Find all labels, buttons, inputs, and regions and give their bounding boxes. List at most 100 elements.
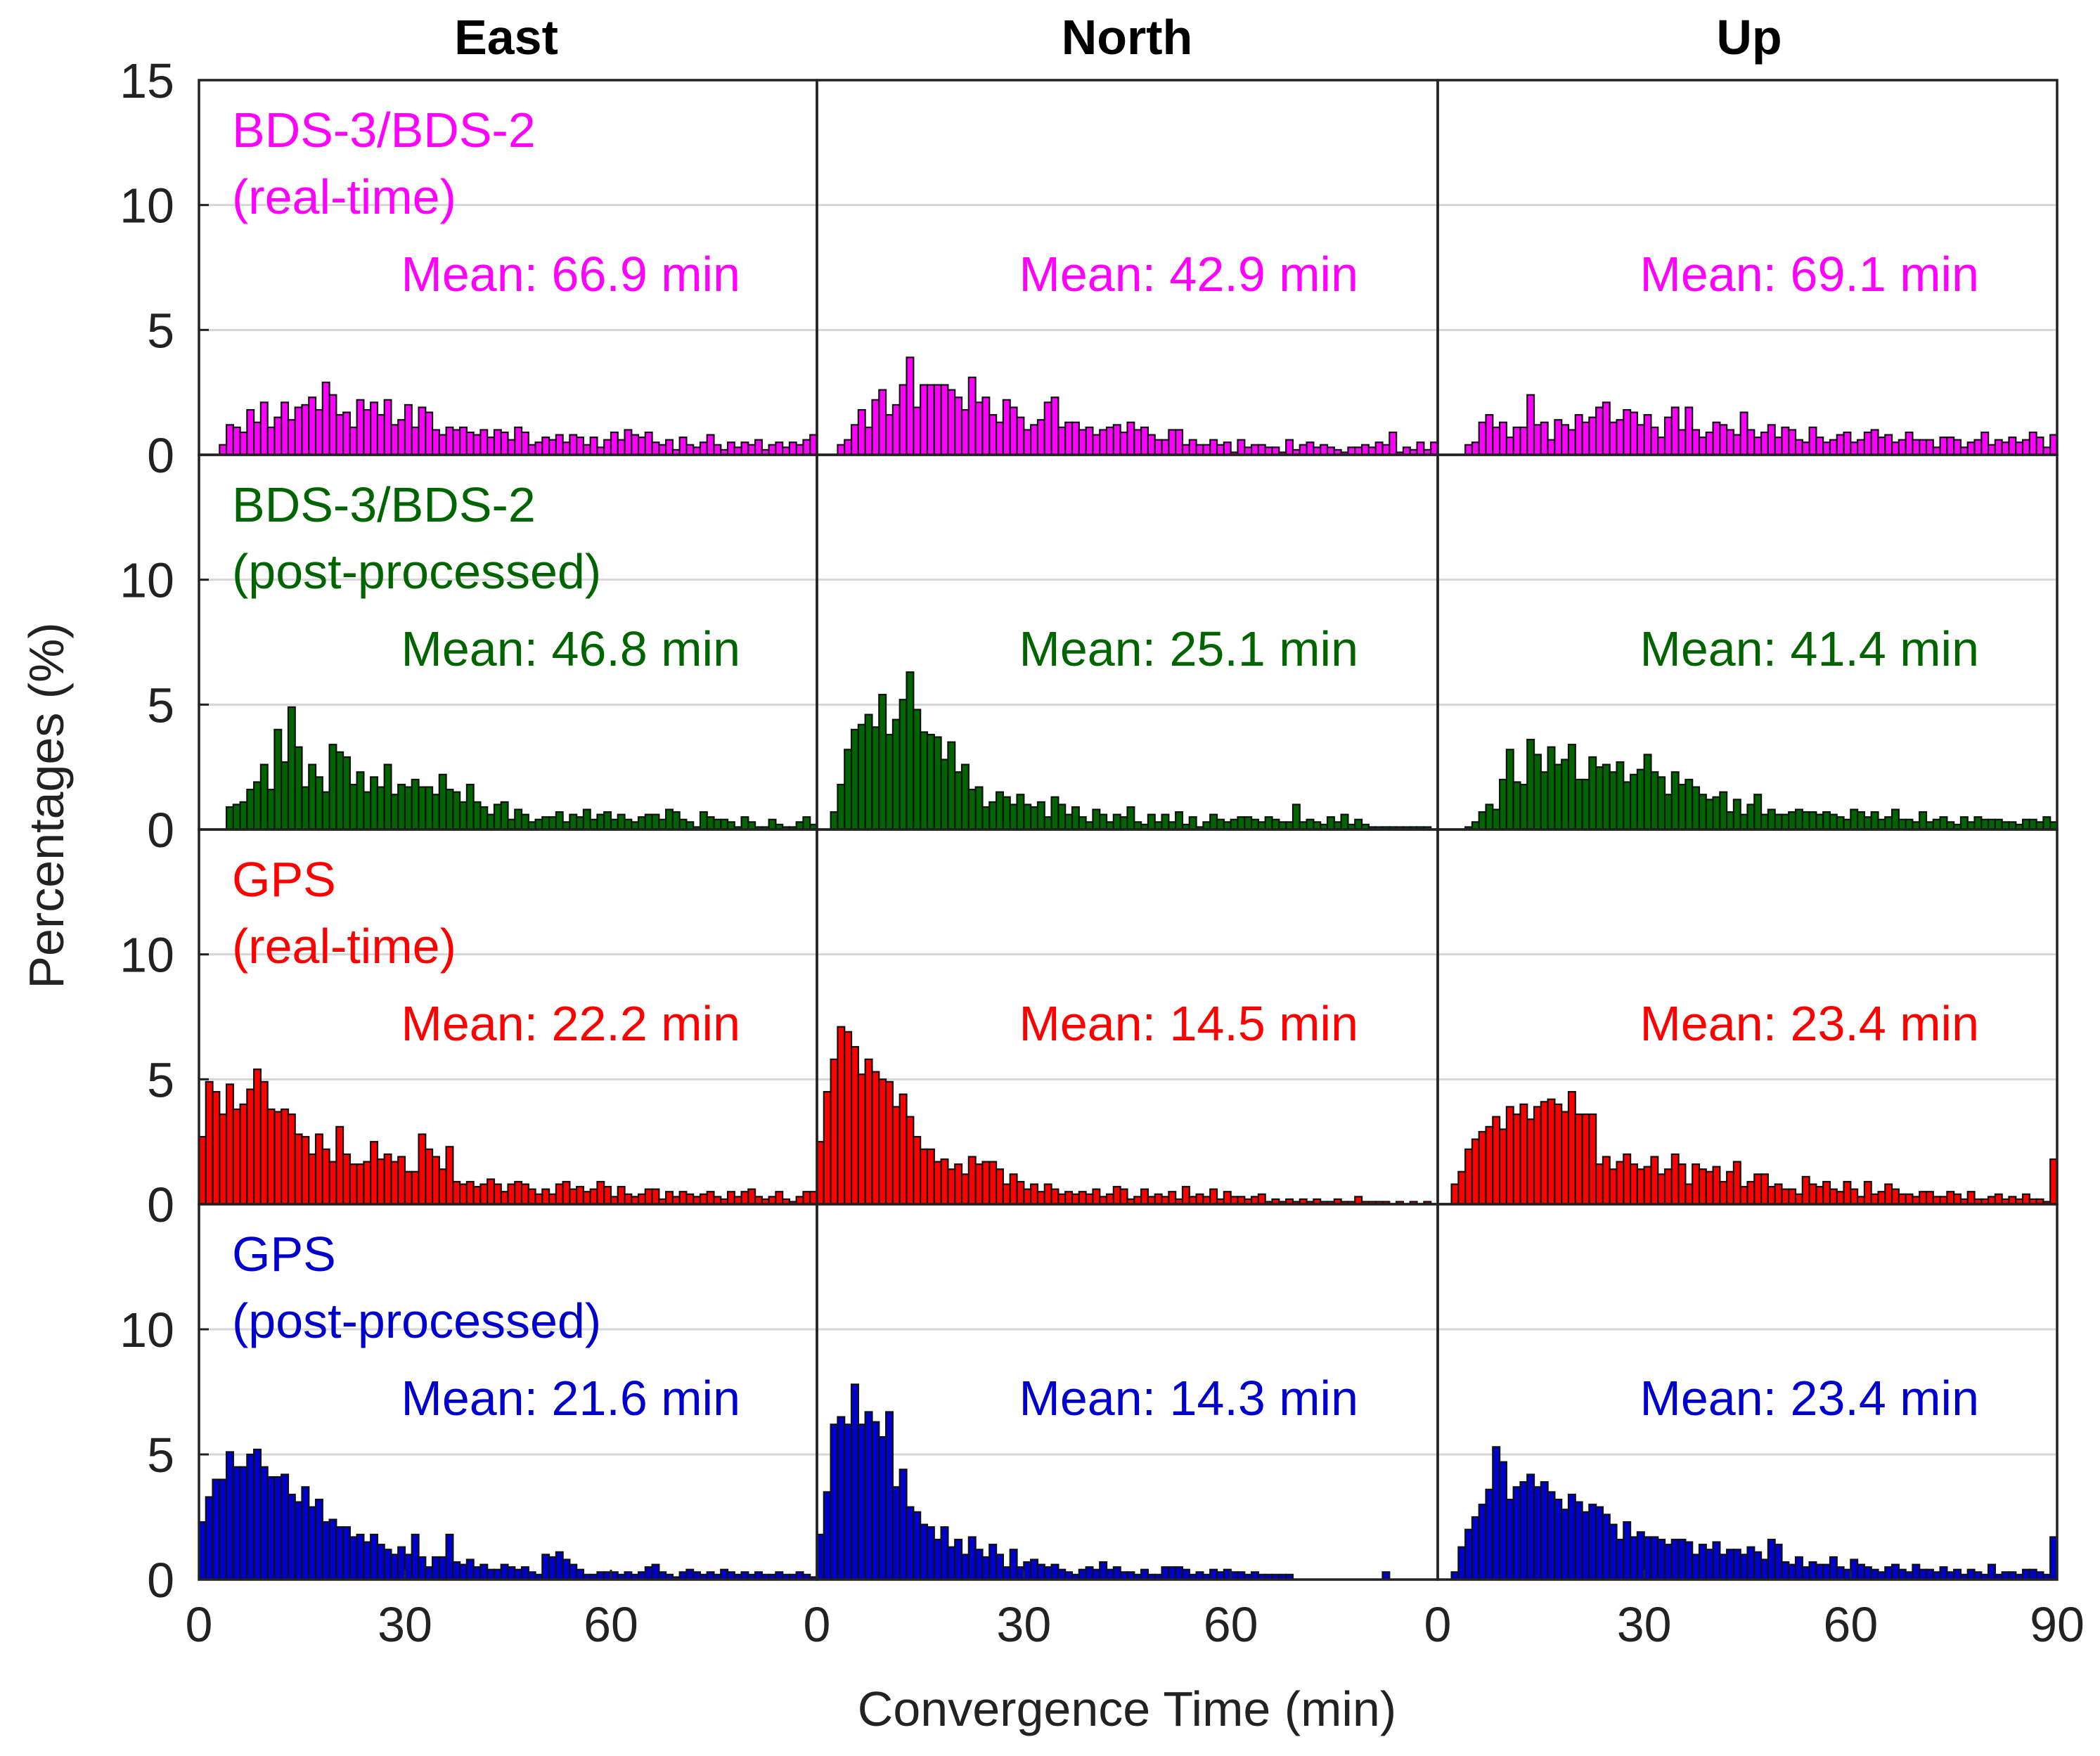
histogram-bar <box>1712 1541 1721 1581</box>
histogram-bar <box>1043 1183 1052 1206</box>
histogram-bar <box>1870 811 1879 831</box>
histogram-bar <box>1299 444 1308 456</box>
histogram-bar <box>1794 1556 1803 1581</box>
histogram-bar <box>1188 816 1197 831</box>
grid-layer <box>199 204 2057 1456</box>
histogram-bar <box>1540 771 1549 831</box>
histogram-bar <box>1561 1111 1570 1206</box>
histogram-bar <box>1808 1183 1817 1206</box>
histogram-bar <box>1216 818 1225 831</box>
x-tick-label: 30 <box>1617 1597 1672 1652</box>
histogram-bar <box>1078 1568 1087 1581</box>
histogram-bar <box>637 437 646 456</box>
histogram-bar <box>1237 816 1246 831</box>
histogram-bar <box>328 744 337 831</box>
histogram-bar <box>493 429 502 456</box>
histogram-bar <box>933 1538 942 1581</box>
histogram-bar <box>1794 1193 1803 1206</box>
histogram-bar <box>837 1416 846 1581</box>
series-label: GPS <box>232 1227 336 1282</box>
histogram-bar <box>1857 1563 1866 1581</box>
histogram-bar <box>631 434 640 456</box>
histogram-bar <box>1994 1193 2003 1206</box>
histogram-bar <box>1581 421 1590 456</box>
histogram-bar <box>253 781 262 831</box>
histogram-bar <box>1092 808 1101 831</box>
histogram-bar <box>913 1135 922 1206</box>
histogram-bar <box>995 791 1004 831</box>
histogram-bar <box>514 426 523 456</box>
y-tick-label: 10 <box>120 1303 174 1357</box>
histogram-bar <box>1547 439 1556 456</box>
histogram-bar <box>1043 816 1052 831</box>
histogram-bar <box>321 791 330 831</box>
histogram-bar <box>582 808 591 831</box>
histogram-bar <box>314 1498 323 1581</box>
histogram-bar <box>1354 818 1363 831</box>
histogram-bar <box>1939 816 1948 831</box>
histogram-bar <box>906 671 915 831</box>
y-tick-label: 10 <box>120 179 174 233</box>
histogram-bar <box>1492 426 1501 456</box>
histogram-bar <box>383 399 392 456</box>
histogram-bar <box>1788 1188 1797 1206</box>
histogram-bar <box>1567 1090 1576 1206</box>
histogram-bar <box>926 733 935 831</box>
histogram-bar <box>1946 1191 1955 1206</box>
histogram-bar <box>1140 1188 1149 1206</box>
histogram-bar <box>1581 778 1590 831</box>
histogram-bar <box>397 1156 406 1206</box>
mean-label: Mean: 66.9 min <box>401 247 740 302</box>
histogram-bar <box>947 389 956 456</box>
histogram-bar <box>885 733 894 831</box>
histogram-bar <box>864 1411 873 1581</box>
mean-label: Mean: 46.8 min <box>401 621 740 676</box>
x-axis-label: Convergence Time (min) <box>858 1681 1396 1736</box>
histogram-bar <box>1692 429 1701 456</box>
histogram-bar <box>294 406 303 456</box>
histogram-bar <box>1760 1173 1769 1206</box>
histogram-bar <box>844 1423 853 1581</box>
histogram-bar <box>1636 768 1645 831</box>
histogram-bar <box>1677 429 1687 456</box>
histogram-bar <box>1209 439 1218 456</box>
histogram-bar <box>2021 818 2030 831</box>
histogram-bar <box>830 811 839 831</box>
histogram-bar <box>981 806 991 831</box>
histogram-bar <box>1540 1481 1549 1581</box>
histogram-bar <box>1547 746 1556 831</box>
histogram-bar <box>1602 1513 1611 1581</box>
histogram-bar <box>1890 808 1900 831</box>
histogram-bar <box>1788 1563 1797 1581</box>
histogram-bar <box>459 1563 468 1581</box>
histogram-bar <box>1726 429 1735 456</box>
histogram-bar <box>363 1161 372 1206</box>
histogram-bar <box>1002 1183 1011 1206</box>
histogram-bar <box>479 1183 489 1206</box>
histogram-bar <box>370 401 379 456</box>
histogram-bar <box>837 783 846 831</box>
histogram-bar <box>452 429 461 456</box>
histogram-bar <box>1099 429 1108 456</box>
histogram-bar <box>589 1188 598 1206</box>
histogram-bar <box>844 1031 853 1206</box>
histogram-bar <box>1533 1106 1542 1206</box>
histogram-bar <box>1692 1554 1701 1581</box>
histogram-bar <box>1623 408 1632 456</box>
histogram-bar <box>768 444 777 456</box>
histogram-bar <box>1050 1188 1059 1206</box>
histogram-bar <box>472 1566 482 1581</box>
x-tick-label: 90 <box>2030 1597 2085 1652</box>
histogram-bar <box>1161 1566 1170 1581</box>
histogram-bar <box>431 1156 440 1206</box>
histogram-bar <box>527 444 536 456</box>
mean-label: Mean: 21.6 min <box>401 1371 740 1426</box>
histogram-bar <box>527 1188 536 1206</box>
histogram-bar <box>301 1486 310 1581</box>
histogram-bar <box>1112 1186 1121 1206</box>
histogram-bar <box>933 384 942 456</box>
histogram-bar <box>397 783 406 831</box>
y-tick-label: 10 <box>120 928 174 983</box>
histogram-bar <box>287 1113 296 1206</box>
histogram-bar <box>1884 1566 1893 1581</box>
